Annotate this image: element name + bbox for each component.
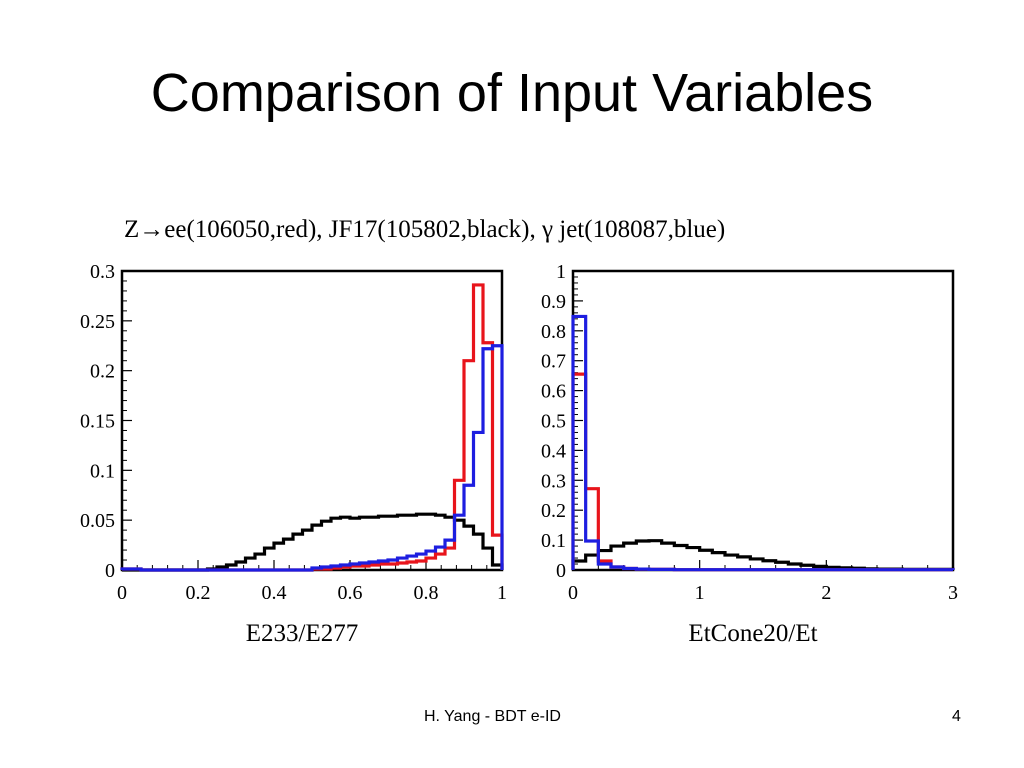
y-tick-label: 0.25 [80,311,115,333]
y-tick-label: 0.2 [541,500,566,522]
y-tick-label: 0.2 [90,361,115,383]
y-tick-label: 0.3 [541,470,566,492]
x-tick-label: 0.2 [186,582,211,604]
x-tick-label: 0.8 [414,582,439,604]
y-tick-label: 1 [556,261,566,283]
y-tick-label: 0.5 [541,411,566,433]
histogram-series-blue [571,314,955,572]
x-axis-title: EtCone20/Et [688,620,817,647]
x-tick-label: 0 [117,582,127,604]
x-tick-label: 0.4 [262,582,287,604]
x-tick-label: 1 [497,582,507,604]
histogram-panel-e233-e277: 0 0.2 0.4 0.6 0.8 1 0 0.05 0.1 0.15 0.2 0.25 0.3 E233… [80,261,507,647]
footer-author: H. Yang - BDT e-ID [424,708,561,725]
x-axis-title: E233/E277 [246,620,359,647]
x-tick-label: 0 [568,582,578,604]
y-tick-label: 0 [105,560,115,582]
y-tick-label: 0 [556,560,566,582]
y-tick-label: 0.8 [541,321,566,343]
x-tick-label: 3 [948,582,958,604]
histogram-series-blue [120,344,504,572]
y-tick-label: 0.1 [90,460,115,482]
y-tick-label: 0.9 [541,291,566,313]
y-tick-label: 0.15 [80,411,115,433]
histogram-series-red [571,372,955,572]
page-number: 4 [952,708,961,725]
y-tick-label: 0.6 [541,381,566,403]
y-tick-label: 0.7 [541,351,566,373]
y-tick-label: 0.1 [541,530,566,552]
x-tick-label: 2 [821,582,831,604]
y-tick-label: 0.3 [90,261,115,283]
plot-caption: Z→ee(106050,red), JF17(105802,black), γ … [124,216,726,243]
slide-title: Comparison of Input Variables [150,63,874,123]
histogram-series-black [571,539,955,572]
y-tick-label: 0.4 [541,440,566,462]
histogram-series-black [122,512,504,572]
x-tick-label: 0.6 [338,582,363,604]
y-tick-label: 0.05 [80,510,115,532]
plot-frame [571,269,955,572]
x-tick-label: 1 [695,582,705,604]
histogram-panel-etcone20-et: 0 1 2 3 0 0.1 0.2 0.3 0.4 0.5 0.6 0.7 0.8 0.9 1 EtCone2… [541,261,958,647]
